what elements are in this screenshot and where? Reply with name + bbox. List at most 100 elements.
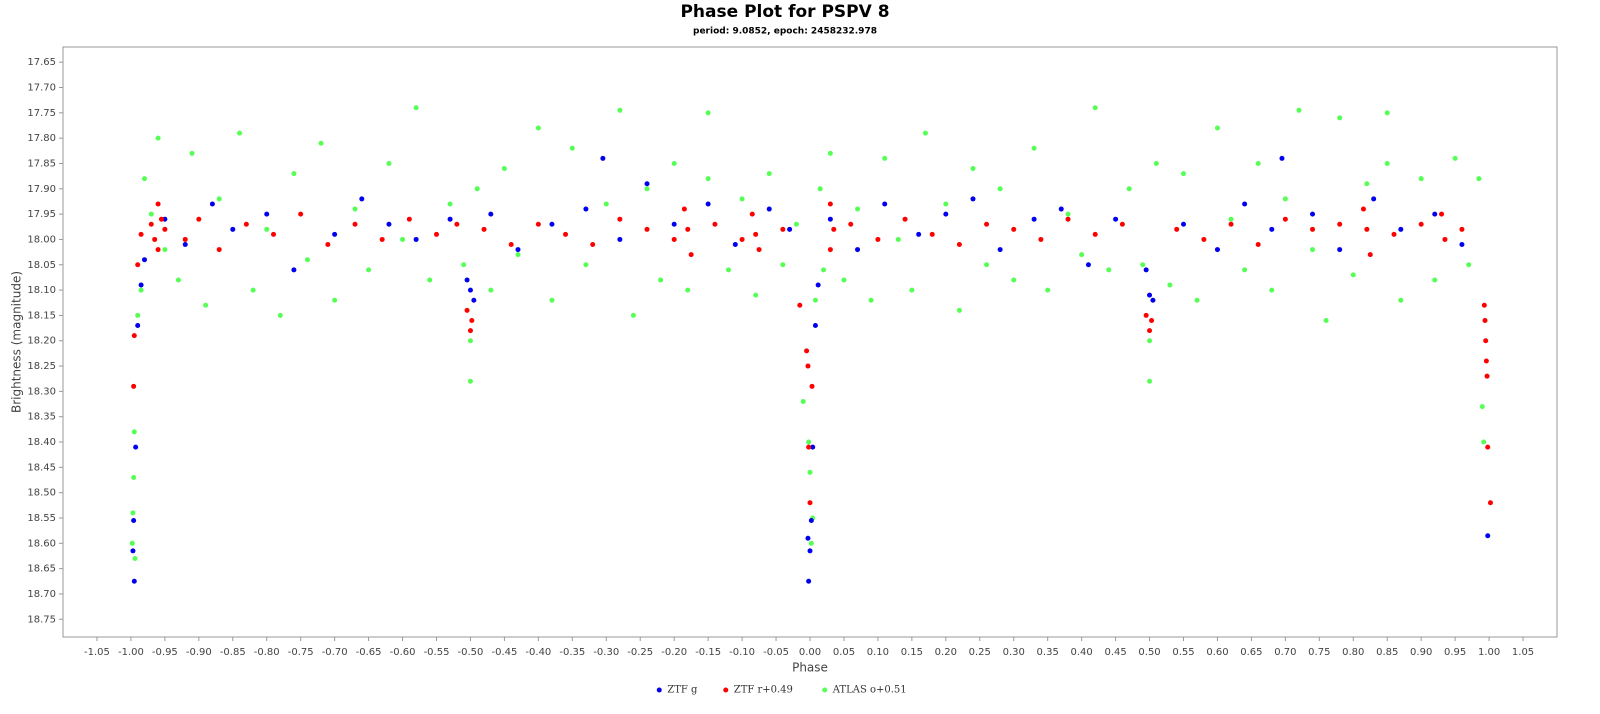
data-point	[712, 221, 718, 227]
data-point	[1459, 242, 1465, 248]
data-point	[277, 312, 283, 318]
data-point	[237, 130, 243, 136]
x-tick-label: -0.50	[458, 647, 484, 658]
data-point	[827, 216, 833, 222]
data-point	[1310, 226, 1316, 232]
data-point	[739, 236, 745, 242]
data-point	[138, 287, 144, 293]
x-tick-label: 0.70	[1274, 647, 1296, 658]
data-point	[1418, 176, 1424, 182]
y-tick-label: 18.75	[27, 614, 56, 625]
data-point	[549, 221, 555, 227]
data-point	[1214, 125, 1220, 131]
data-point	[1485, 444, 1491, 450]
data-point	[1140, 262, 1146, 268]
data-point	[808, 518, 814, 524]
data-point	[753, 231, 759, 237]
data-point	[855, 206, 861, 212]
points	[129, 105, 1493, 584]
data-point	[1398, 297, 1404, 303]
data-point	[617, 236, 623, 242]
data-point	[766, 171, 772, 177]
data-point	[1126, 186, 1132, 192]
x-tick-label: -0.35	[559, 647, 585, 658]
data-point	[1174, 226, 1180, 232]
x-tick-label: 0.05	[833, 647, 855, 658]
data-point	[413, 105, 419, 111]
data-point	[1296, 107, 1302, 113]
data-point	[471, 297, 477, 303]
data-point	[1214, 247, 1220, 253]
data-point	[739, 196, 745, 202]
data-point	[1337, 247, 1343, 253]
data-point	[131, 383, 137, 389]
data-point	[1011, 277, 1017, 283]
data-point	[141, 257, 147, 263]
data-point	[1153, 160, 1159, 166]
data-point	[304, 257, 310, 263]
data-point	[1350, 272, 1356, 278]
data-point	[1482, 317, 1488, 323]
data-point	[984, 262, 990, 268]
data-point	[1106, 267, 1112, 273]
y-tick-label: 18.10	[27, 285, 56, 296]
y-tick-label: 18.55	[27, 513, 56, 524]
axes: -1.05 -1.00 -0.95 -0.90 -0.85 -0.80 -0.75 -0.70…	[27, 57, 1534, 658]
data-point	[264, 211, 270, 217]
x-tick-label: 0.65	[1240, 647, 1262, 658]
y-tick-label: 17.70	[27, 83, 56, 94]
x-tick-label: 0.60	[1206, 647, 1228, 658]
data-point	[815, 282, 821, 288]
data-point	[603, 201, 609, 207]
data-point	[1113, 216, 1119, 222]
data-point	[1459, 226, 1465, 232]
x-tick-label: -0.65	[356, 647, 382, 658]
data-point	[1360, 206, 1366, 212]
data-point	[821, 267, 827, 273]
data-point	[1201, 236, 1207, 242]
data-point	[590, 242, 596, 248]
data-point	[488, 211, 494, 217]
data-point	[1398, 226, 1404, 232]
data-point	[1391, 231, 1397, 237]
y-tick-label: 18.30	[27, 386, 56, 397]
data-point	[467, 328, 473, 334]
data-point	[549, 297, 555, 303]
data-point	[800, 399, 806, 405]
data-point	[1242, 201, 1248, 207]
data-point	[630, 312, 636, 318]
data-point	[806, 444, 812, 450]
data-point	[216, 196, 222, 202]
y-tick-label: 18.65	[27, 564, 56, 575]
data-point	[155, 201, 161, 207]
data-point	[922, 130, 928, 136]
data-point	[352, 206, 358, 212]
legend-marker	[822, 687, 828, 693]
data-point	[1181, 171, 1186, 177]
data-point	[138, 282, 144, 288]
x-tick-label: 0.20	[935, 647, 957, 658]
data-point	[600, 155, 606, 161]
data-point	[1481, 439, 1487, 445]
data-point	[182, 242, 188, 248]
data-point	[1228, 221, 1234, 227]
data-point	[705, 201, 711, 207]
data-point	[135, 323, 141, 329]
data-point	[882, 201, 888, 207]
data-point	[1079, 252, 1085, 258]
x-tick-label: -0.05	[763, 647, 789, 658]
data-point	[956, 242, 962, 248]
data-point	[130, 510, 136, 516]
data-point	[807, 548, 813, 554]
data-point	[155, 135, 161, 141]
data-point	[447, 201, 453, 207]
data-point	[916, 231, 922, 237]
data-point	[203, 302, 209, 308]
x-tick-label: -0.60	[390, 647, 416, 658]
data-point	[488, 287, 494, 293]
data-point	[1147, 378, 1153, 384]
data-point	[658, 277, 664, 283]
data-point	[644, 226, 650, 232]
data-point	[1149, 317, 1155, 323]
data-point	[291, 267, 297, 273]
